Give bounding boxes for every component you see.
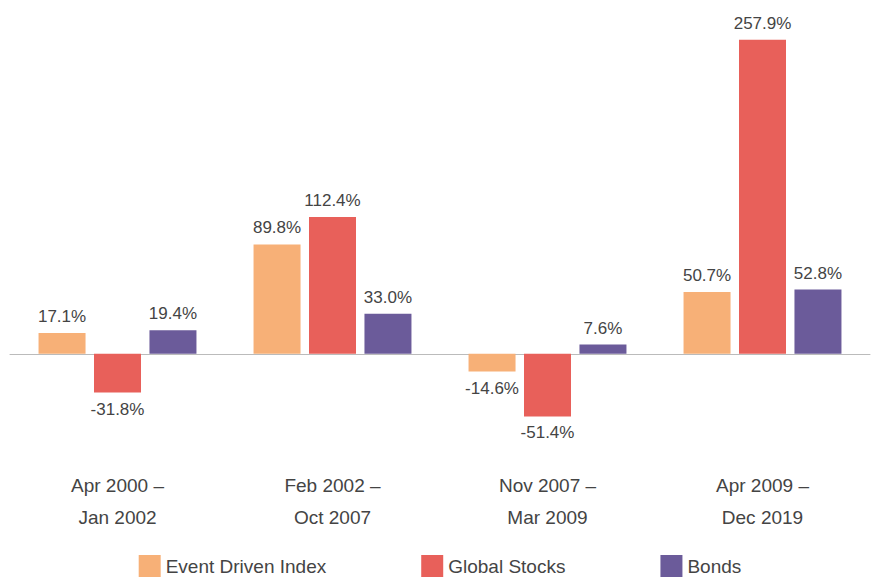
svg-text:Jan 2002: Jan 2002 (78, 507, 156, 528)
svg-text:257.9%: 257.9% (734, 14, 792, 33)
svg-text:17.1%: 17.1% (38, 307, 86, 326)
svg-text:-51.4%: -51.4% (521, 423, 575, 442)
svg-text:-31.8%: -31.8% (91, 400, 145, 419)
svg-text:Apr 2000 –: Apr 2000 – (71, 475, 164, 496)
svg-text:7.6%: 7.6% (584, 319, 623, 338)
svg-text:Dec 2019: Dec 2019 (722, 507, 803, 528)
svg-text:Global Stocks: Global Stocks (448, 556, 565, 577)
svg-text:Bonds: Bonds (687, 556, 741, 577)
svg-text:-14.6%: -14.6% (465, 379, 519, 398)
svg-text:Event Driven Index: Event Driven Index (166, 556, 327, 577)
svg-text:112.4%: 112.4% (304, 191, 360, 210)
svg-text:Mar 2009: Mar 2009 (507, 507, 587, 528)
svg-text:Oct 2007: Oct 2007 (294, 507, 371, 528)
svg-text:52.8%: 52.8% (794, 264, 842, 283)
svg-text:89.8%: 89.8% (253, 218, 301, 237)
svg-text:Feb 2002 –: Feb 2002 – (284, 475, 381, 496)
svg-text:33.0%: 33.0% (364, 288, 412, 307)
svg-text:Apr 2009 –: Apr 2009 – (716, 475, 809, 496)
svg-text:19.4%: 19.4% (149, 304, 197, 323)
svg-text:Nov 2007 –: Nov 2007 – (499, 475, 597, 496)
svg-text:50.7%: 50.7% (683, 266, 731, 285)
